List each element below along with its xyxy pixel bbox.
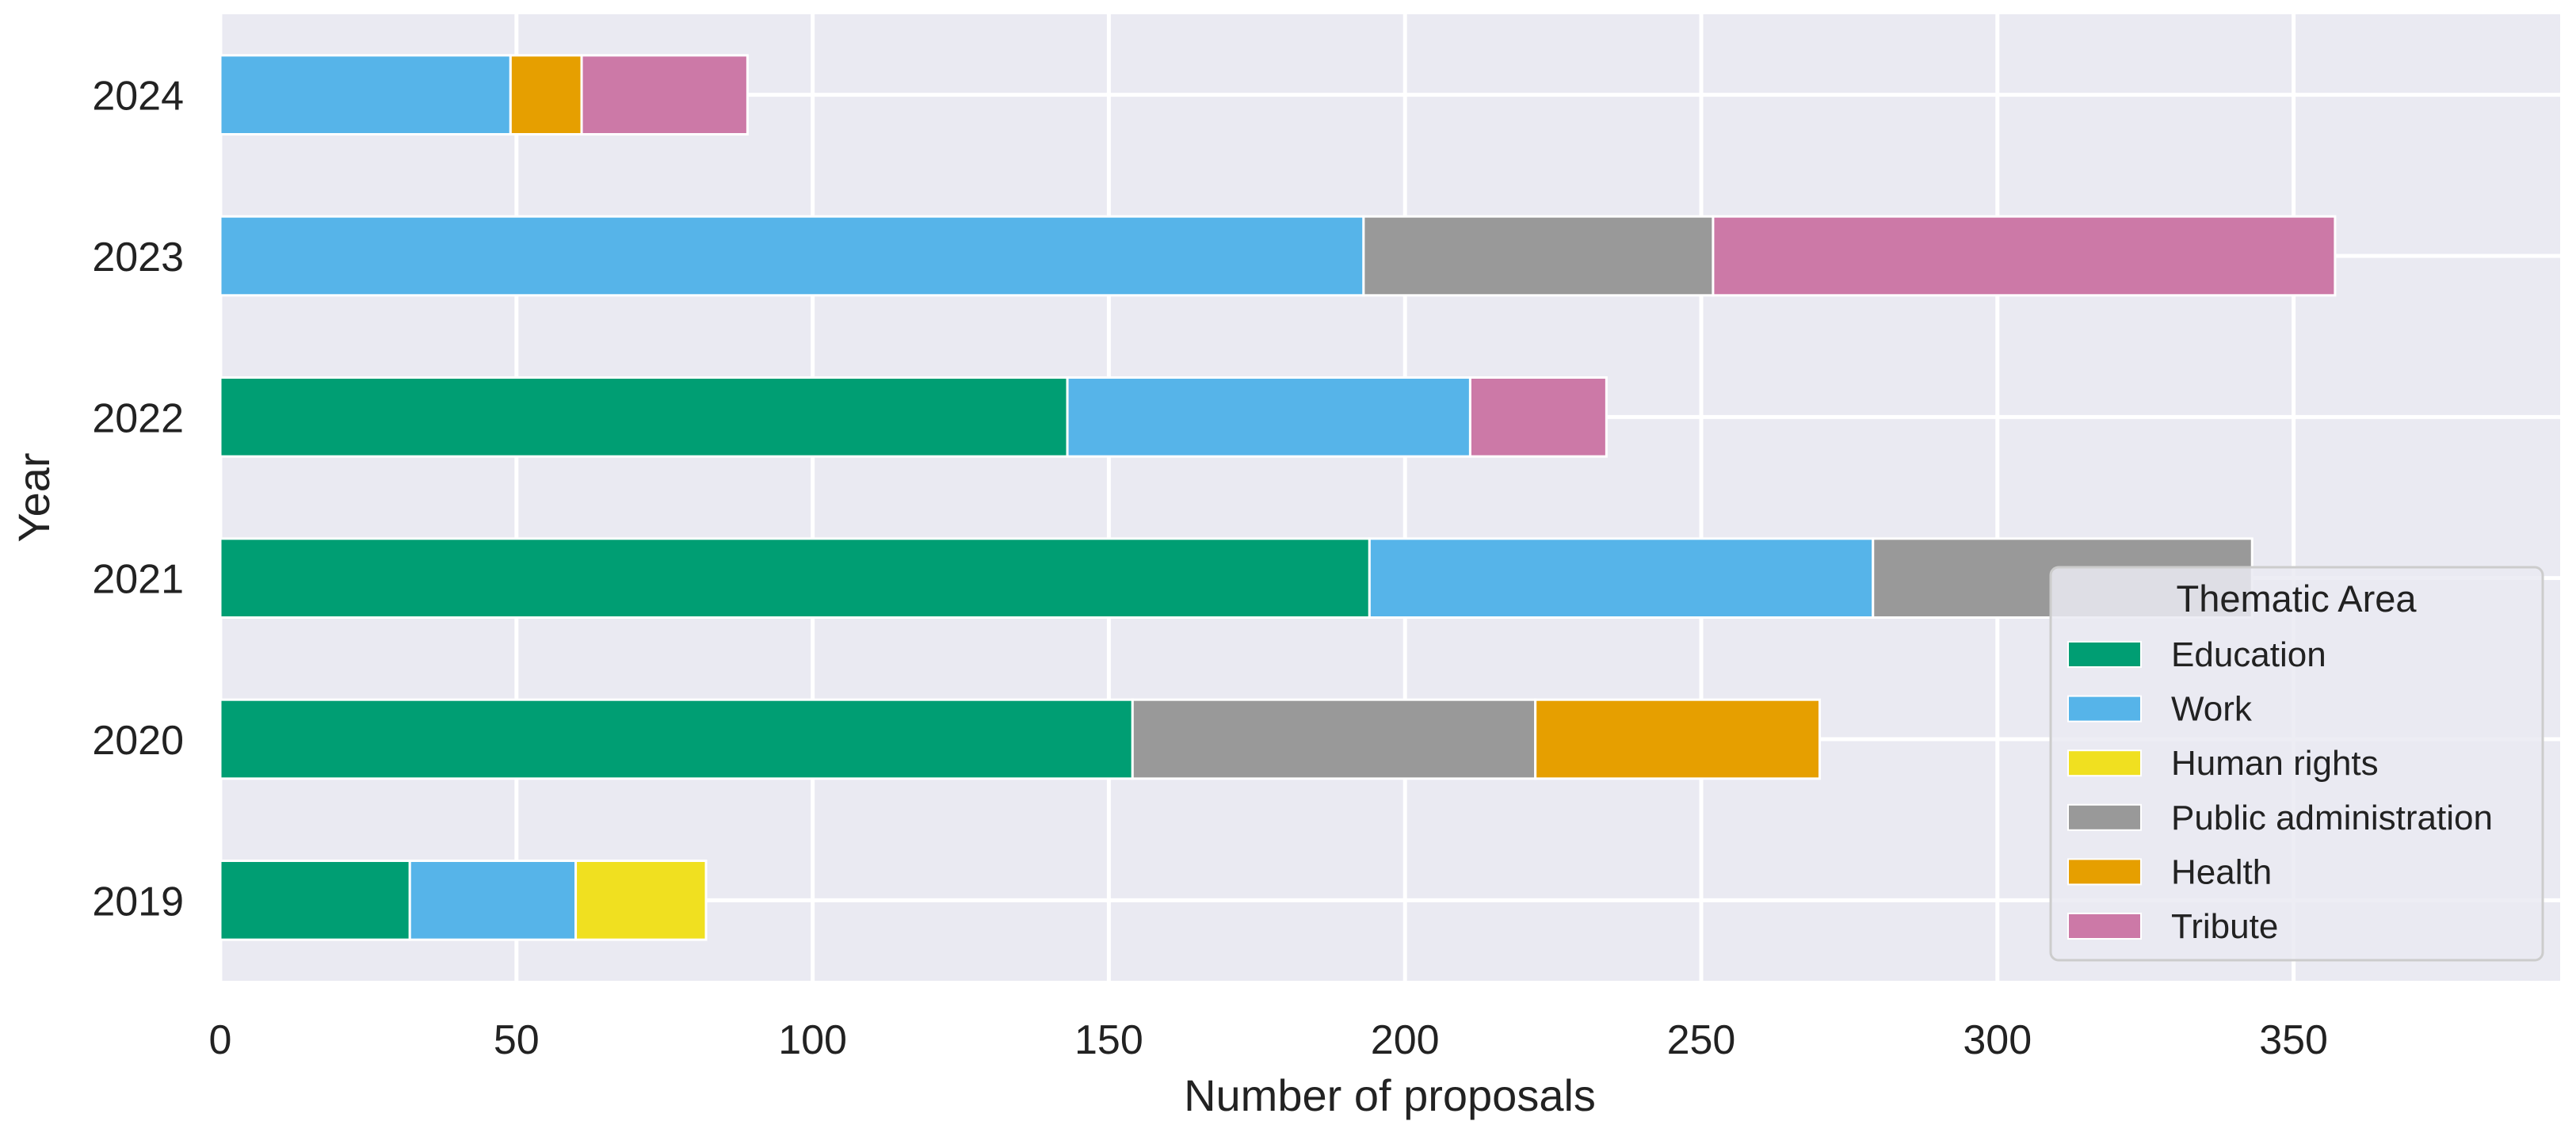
legend-swatch: [2067, 858, 2142, 886]
legend-swatch: [2067, 749, 2142, 777]
legend-swatch: [2067, 641, 2142, 668]
y-tick-label: 2023: [92, 235, 184, 280]
legend-label: Public administration: [2171, 799, 2493, 837]
x-tick-label: 250: [1667, 1017, 1736, 1063]
bar-segment: [219, 537, 1371, 619]
bar-segment: [509, 54, 583, 135]
bars: [219, 54, 2337, 941]
y-tick-label: 2019: [92, 879, 184, 925]
bar-segment: [219, 860, 411, 941]
bar-segment: [574, 860, 708, 941]
bar-segment: [1468, 376, 1608, 458]
x-tick-label: 300: [1963, 1017, 2032, 1063]
x-tick-label: 100: [778, 1017, 847, 1063]
x-axis-title: Number of proposals: [1184, 1070, 1596, 1120]
legend-label: Health: [2171, 852, 2272, 891]
x-tick-label: 200: [1371, 1017, 1440, 1063]
legend-items: Education Work Human rights Public administ…: [2067, 635, 2493, 946]
x-tick-label: 0: [209, 1017, 232, 1063]
legend: Thematic Area Education Work Human rights P…: [2049, 566, 2544, 962]
legend-swatch: [2067, 913, 2142, 940]
bar-segment: [408, 860, 578, 941]
legend-swatch: [2067, 803, 2142, 831]
x-tick-label: 150: [1074, 1017, 1143, 1063]
legend-swatch: [2067, 695, 2142, 723]
legend-label: Work: [2171, 690, 2253, 729]
legend-frame: [2049, 566, 2544, 962]
x-tick-labels: 0 50 100 150 200 250 300 350: [209, 1017, 2328, 1063]
legend-label: Education: [2171, 635, 2326, 674]
bar-segment: [580, 54, 749, 135]
bar-segment: [1362, 215, 1715, 297]
y-axis-title: Year: [9, 452, 59, 542]
bar-segment: [1066, 376, 1471, 458]
bar-segment: [219, 698, 1134, 780]
bar-segment: [219, 376, 1069, 458]
bar-segment: [1534, 698, 1822, 780]
y-tick-labels: 2019 2020 2021 2022 2023 2024: [92, 74, 184, 925]
x-tick-label: 50: [494, 1017, 540, 1063]
legend-label: Tribute: [2171, 907, 2278, 946]
legend-label: Human rights: [2171, 744, 2379, 783]
bar-segment: [219, 54, 512, 135]
legend-title: Thematic Area: [2176, 578, 2417, 620]
bar-segment: [1712, 215, 2337, 297]
x-tick-label: 350: [2259, 1017, 2328, 1063]
y-tick-label: 2024: [92, 74, 184, 120]
y-tick-label: 2022: [92, 395, 184, 441]
bar-segment: [1131, 698, 1537, 780]
y-tick-label: 2020: [92, 718, 184, 764]
bar-segment: [1368, 537, 1875, 619]
bar-segment: [219, 215, 1365, 297]
y-tick-label: 2021: [92, 557, 184, 603]
